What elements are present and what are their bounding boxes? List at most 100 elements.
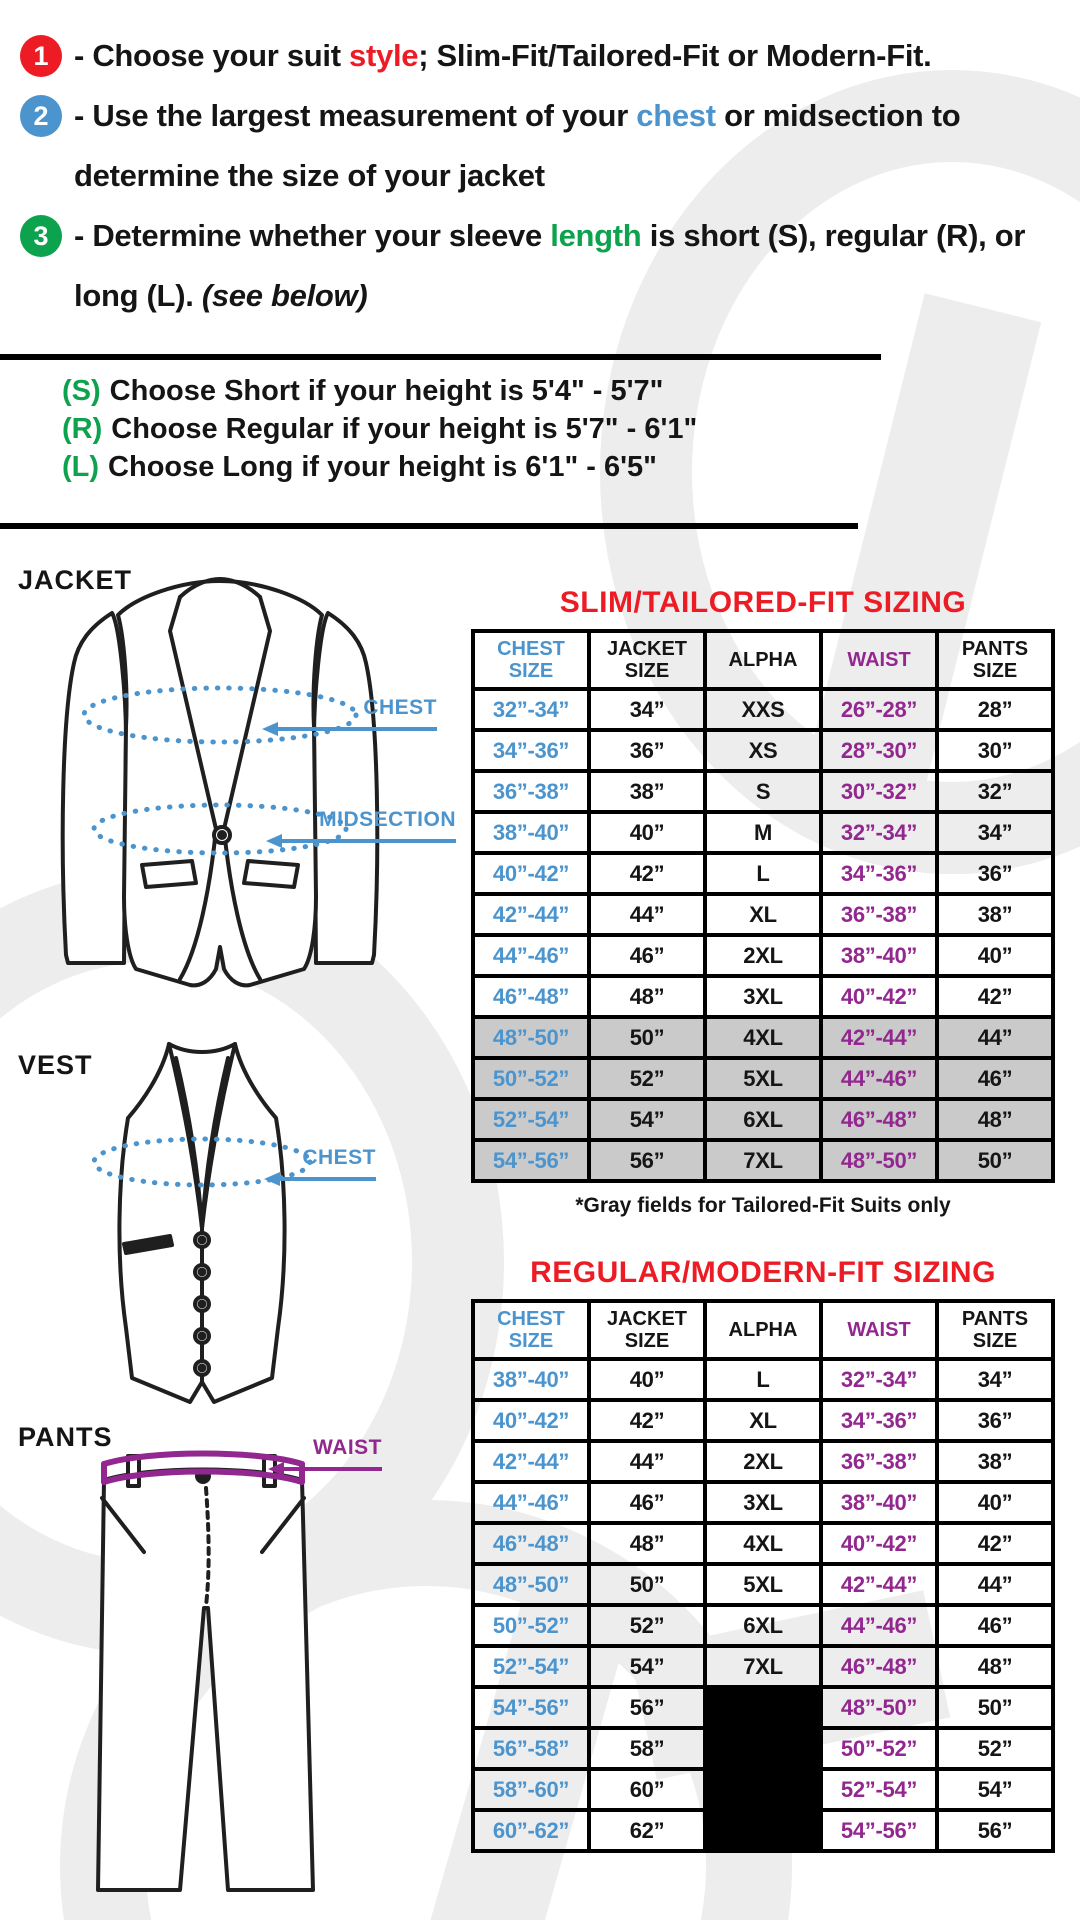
- size-cell: 7XL: [703, 1138, 823, 1183]
- size-cell: 56”: [587, 1685, 707, 1730]
- size-cell: 44”: [935, 1562, 1055, 1607]
- size-cell: 40”: [587, 810, 707, 855]
- size-cell: 5XL: [703, 1056, 823, 1101]
- size-cell: XL: [703, 892, 823, 937]
- size-cell: 34”: [587, 687, 707, 732]
- size-cell: [703, 1726, 823, 1771]
- column-header: ALPHA: [703, 1299, 823, 1361]
- size-cell: 44”: [587, 892, 707, 937]
- size-cell: 54”: [935, 1767, 1055, 1812]
- instruction-step: 3 - Determine whether your sleeve length …: [20, 206, 1065, 326]
- size-cell: 48”-50”: [819, 1138, 939, 1183]
- size-cell: 50”-52”: [471, 1056, 591, 1101]
- size-cell: 32”-34”: [819, 810, 939, 855]
- size-cell: 3XL: [703, 974, 823, 1019]
- size-cell: 48”: [935, 1097, 1055, 1142]
- size-cell: 42”: [587, 1398, 707, 1443]
- slim-fit-table-title: SLIM/TAILORED-FIT SIZING: [559, 586, 967, 619]
- step-number-badge: 3: [20, 215, 62, 257]
- size-cell: 36”: [935, 1398, 1055, 1443]
- column-header: WAIST: [819, 629, 939, 691]
- size-cell: 52”: [587, 1603, 707, 1648]
- size-cell: 54”: [587, 1097, 707, 1142]
- size-cell: 40”: [935, 1480, 1055, 1525]
- size-cell: 40”-42”: [471, 851, 591, 896]
- size-cell: 46”-48”: [819, 1097, 939, 1142]
- table-row: 38”-40” 40” L 32”-34” 34”: [471, 1357, 1055, 1402]
- size-cell: 36”: [935, 851, 1055, 896]
- size-cell: 4XL: [703, 1521, 823, 1566]
- size-cell: 50”-52”: [471, 1603, 591, 1648]
- instruction-step: 1 - Choose your suit style; Slim-Fit/Tail…: [20, 26, 1065, 86]
- size-cell: 50”: [935, 1138, 1055, 1183]
- size-cell: 38”: [935, 1439, 1055, 1484]
- table-row: 40”-42” 42” XL 34”-36” 36”: [471, 1398, 1055, 1443]
- size-cell: XS: [703, 728, 823, 773]
- left-arrow-icon: [266, 834, 456, 848]
- height-guide-line: (R) Choose Regular if your height is 5'7"…: [62, 413, 698, 445]
- size-cell: 6XL: [703, 1097, 823, 1142]
- size-cell: 42”-44”: [819, 1015, 939, 1060]
- size-cell: 30”: [935, 728, 1055, 773]
- regular-modern-fit-table: CHEST SIZE JACKET SIZE ALPHA WAIST PANTS SIZ…: [471, 1299, 1055, 1853]
- size-cell: 32”-34”: [819, 1357, 939, 1402]
- size-cell: 48”: [587, 1521, 707, 1566]
- size-cell: [703, 1808, 823, 1853]
- divider-rule: [0, 354, 881, 360]
- size-cell: 46”-48”: [819, 1644, 939, 1689]
- size-cell: 28”-30”: [819, 728, 939, 773]
- size-cell: 56”: [587, 1138, 707, 1183]
- size-cell: 3XL: [703, 1480, 823, 1525]
- size-cell: 38”: [935, 892, 1055, 937]
- size-cell: 42”-44”: [471, 892, 591, 937]
- header-row: CHEST SIZE JACKET SIZE ALPHA WAIST PANTS SIZ…: [471, 1299, 1055, 1361]
- size-cell: 52”-54”: [471, 1644, 591, 1689]
- size-cell: 38”-40”: [819, 1480, 939, 1525]
- size-cell: 44”-46”: [471, 1480, 591, 1525]
- size-cell: 6XL: [703, 1603, 823, 1648]
- step-text: - Choose your suit style; Slim-Fit/Tailo…: [74, 38, 932, 73]
- size-cell: 52”: [935, 1726, 1055, 1771]
- size-cell: 4XL: [703, 1015, 823, 1060]
- left-arrow-icon: [264, 1172, 376, 1186]
- step-text: - Use the largest measurement of your ch…: [74, 98, 961, 193]
- height-guide-line: (L) Choose Long if your height is 6'1" - …: [62, 451, 657, 483]
- table-row: 42”-44” 44” XL 36”-38” 38”: [471, 892, 1055, 937]
- waist-label: WAIST: [313, 1436, 382, 1459]
- pants-waist-callout: WAIST: [268, 1436, 382, 1476]
- midsection-label: MIDSECTION: [319, 808, 456, 831]
- pants-section-label: PANTS: [18, 1422, 113, 1452]
- size-cell: XL: [703, 1398, 823, 1443]
- size-cell: 30”-32”: [819, 769, 939, 814]
- size-cell: 44”-46”: [819, 1603, 939, 1648]
- size-cell: 26”-28”: [819, 687, 939, 732]
- size-cell: 34”-36”: [819, 851, 939, 896]
- column-header: PANTS SIZE: [935, 1299, 1055, 1361]
- size-cell: 40”: [587, 1357, 707, 1402]
- size-cell: 60”: [587, 1767, 707, 1812]
- table-row: 50”-52” 52” 5XL 44”-46” 46”: [471, 1056, 1055, 1101]
- size-cell: 46”-48”: [471, 974, 591, 1019]
- size-cell: 38”: [587, 769, 707, 814]
- table-row: 52”-54” 54” 6XL 46”-48” 48”: [471, 1097, 1055, 1142]
- table-row: 50”-52” 52” 6XL 44”-46” 46”: [471, 1603, 1055, 1648]
- left-arrow-icon: [268, 1462, 382, 1476]
- size-cell: 36”-38”: [819, 1439, 939, 1484]
- size-cell: 52”-54”: [471, 1097, 591, 1142]
- size-cell: 38”-40”: [819, 933, 939, 978]
- table-row: 54”-56” 56” 7XL 48”-50” 50”: [471, 1138, 1055, 1183]
- gray-fields-note: *Gray fields for Tailored-Fit Suits only: [575, 1194, 951, 1217]
- size-cell: 40”-42”: [819, 1521, 939, 1566]
- size-cell: 2XL: [703, 933, 823, 978]
- size-cell: 54”-56”: [471, 1138, 591, 1183]
- column-header: PANTS SIZE: [935, 629, 1055, 691]
- size-cell: 38”-40”: [471, 1357, 591, 1402]
- chest-label: CHEST: [302, 1146, 376, 1169]
- size-cell: [703, 1685, 823, 1730]
- size-cell: 46”: [935, 1603, 1055, 1648]
- table-row: 46”-48” 48” 3XL 40”-42” 42”: [471, 974, 1055, 1019]
- table-row: 42”-44” 44” 2XL 36”-38” 38”: [471, 1439, 1055, 1484]
- table-row: 38”-40” 40” M 32”-34” 34”: [471, 810, 1055, 855]
- size-cell: 36”-38”: [471, 769, 591, 814]
